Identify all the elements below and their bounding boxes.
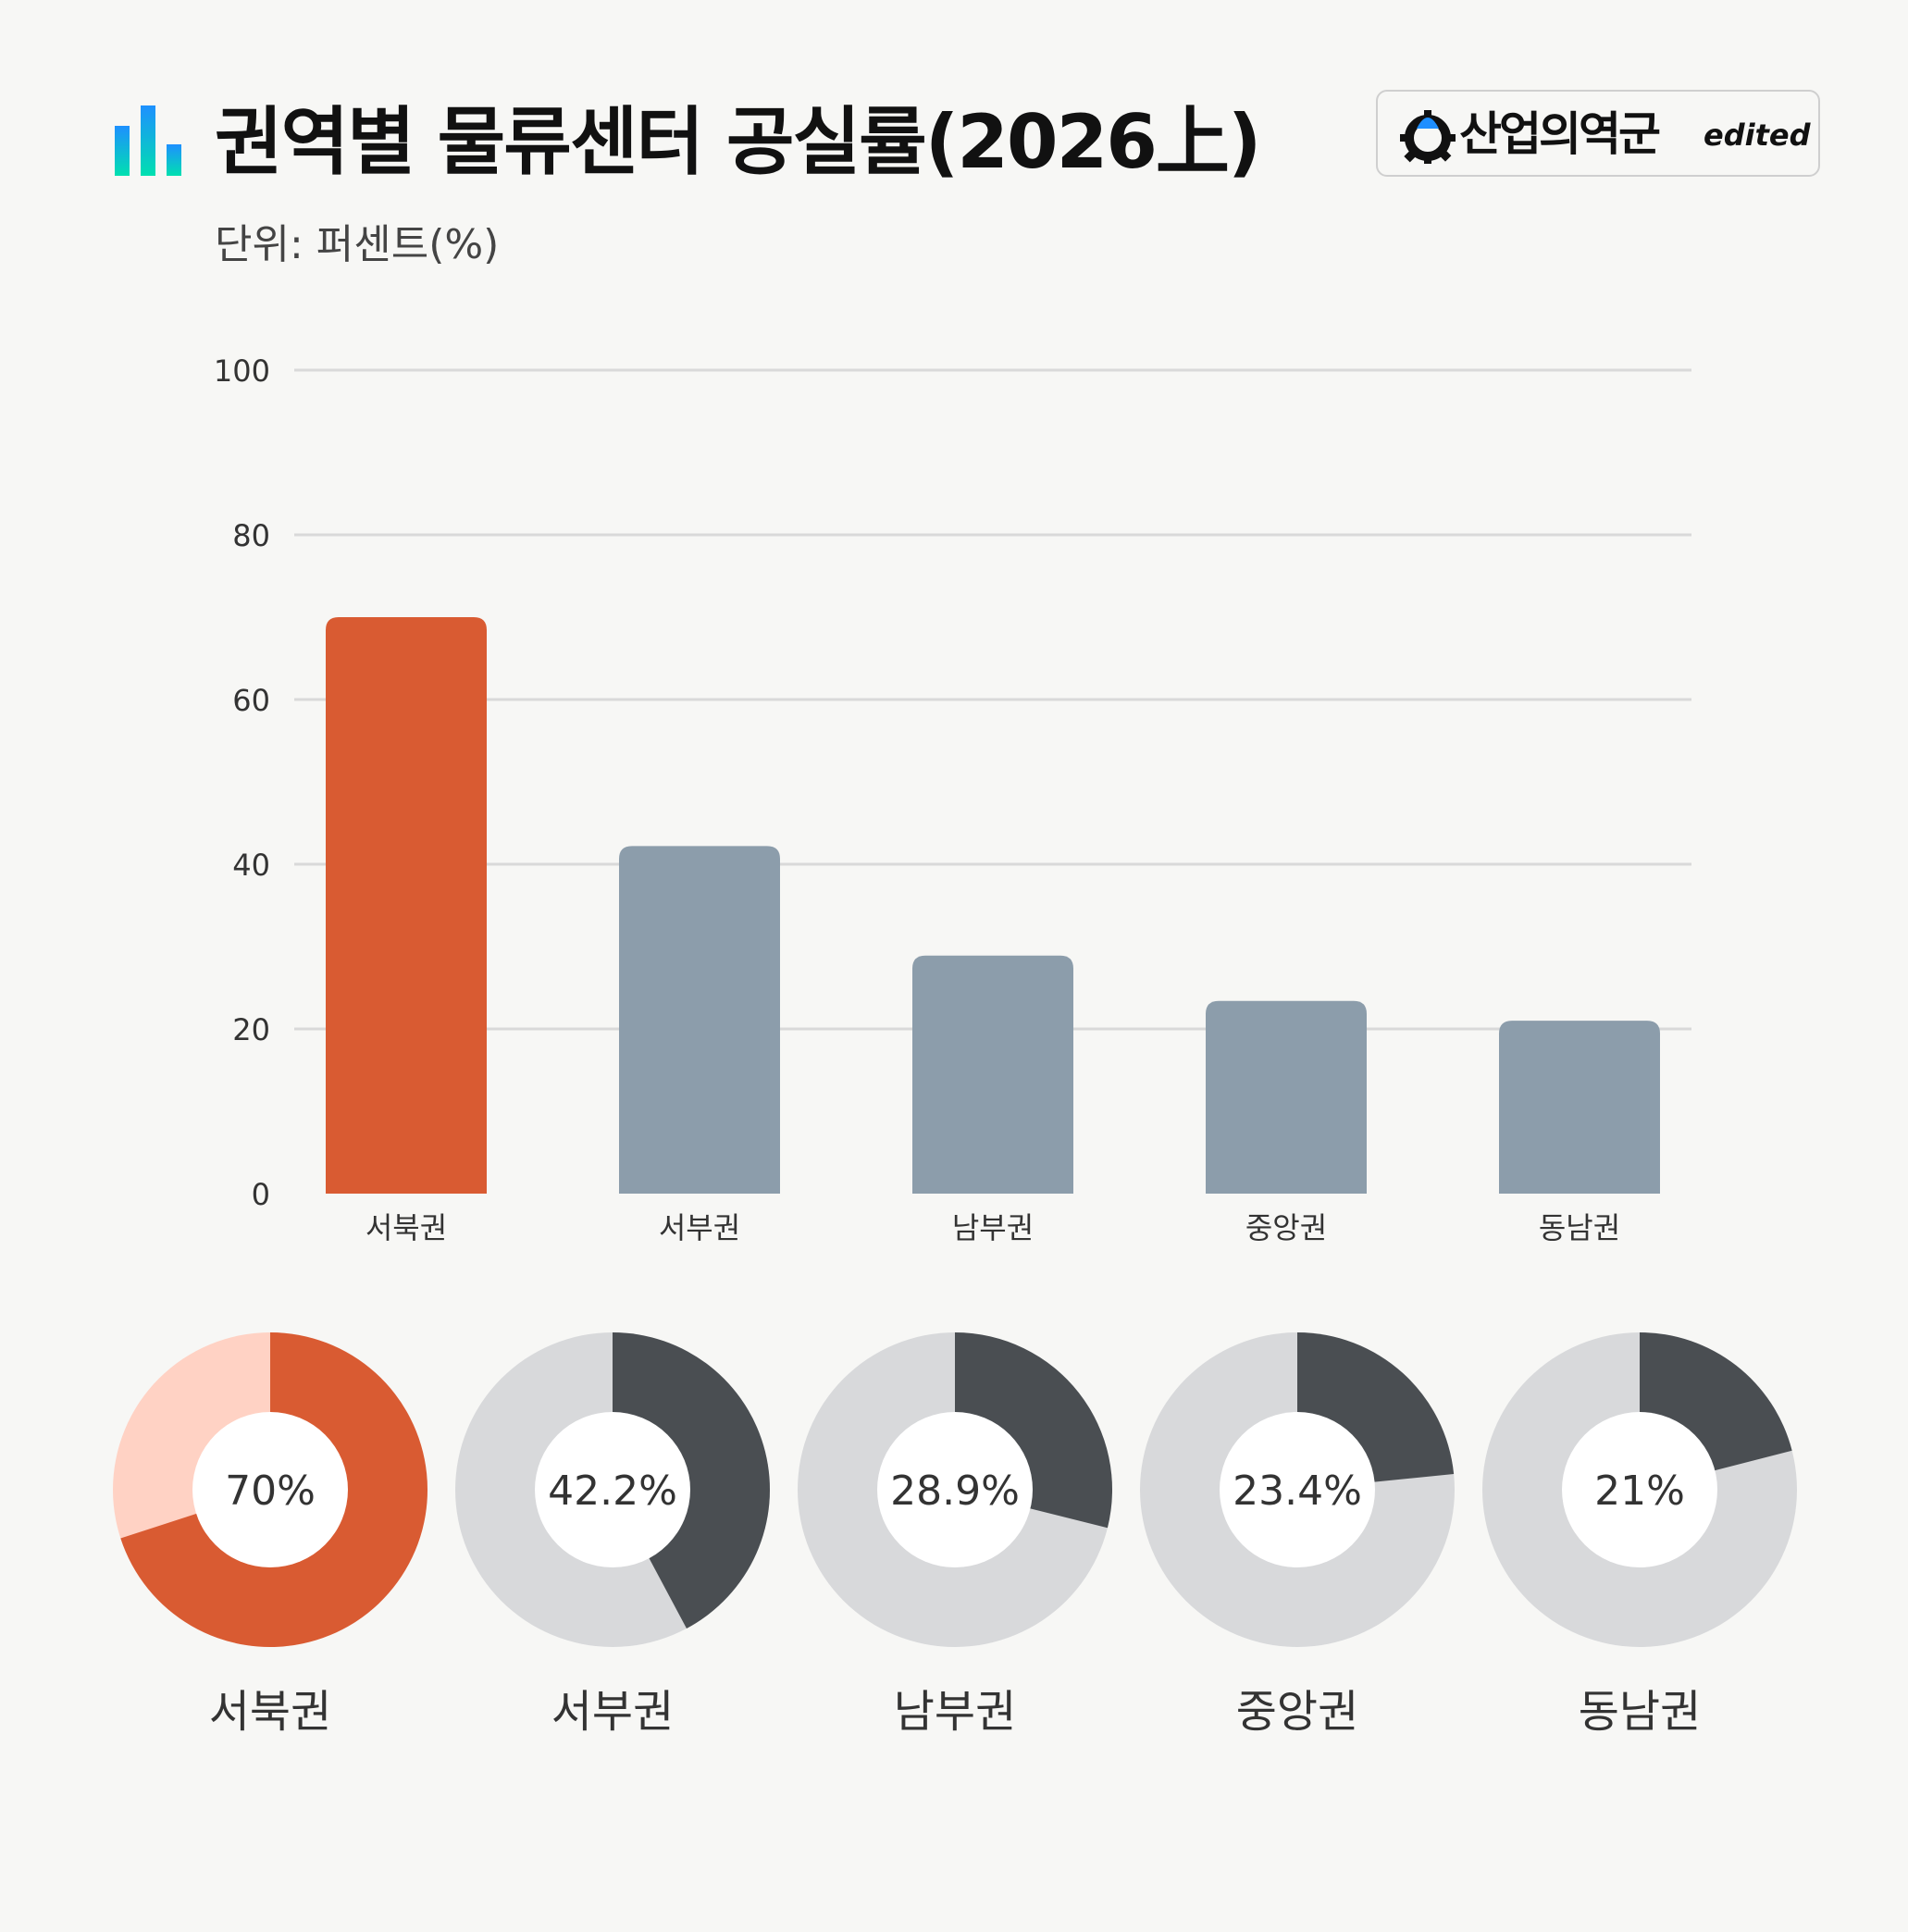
donut-chart-중앙권: 23.4% [1140,1332,1455,1647]
unit-label: 단위: 퍼센트(%) [215,221,500,268]
x-tick-label: 서북권 [365,1210,447,1245]
y-tick-label: 60 [232,683,270,718]
y-tick-label: 40 [232,848,270,883]
donut-category-label: 서부권 [551,1686,675,1738]
bar-남부권 [912,955,1073,1194]
donut-value-label: 21% [1594,1468,1685,1515]
bar-서북권 [326,617,487,1194]
donut-category-label: 중앙권 [1235,1686,1359,1738]
donut-chart-서부권: 42.2% [455,1332,770,1647]
x-tick-label: 서부권 [659,1210,740,1245]
donut-chart-남부권: 28.9% [798,1332,1112,1647]
gear-helmet-icon [1400,110,1456,164]
logo-edited-tag: edited [1704,118,1811,153]
donut-value-label: 70% [225,1468,316,1515]
brand-logo: 산업의역군 edited [1376,90,1820,177]
donut-chart-서북권: 70% [113,1332,428,1647]
bar-chart: 0 20 40 60 80 100 서북권 서부권 남부권 중앙권 동남권 [214,353,1691,1245]
x-tick-label: 남부권 [952,1210,1034,1245]
donut-value-label: 28.9% [890,1468,1020,1515]
bar-동남권 [1499,1021,1660,1194]
bar-서부권 [619,846,780,1194]
donut-hole [877,1412,1033,1567]
donut-chart-동남권: 21% [1482,1332,1797,1647]
bar-중앙권 [1206,1000,1367,1194]
donut-hole [192,1412,348,1567]
x-tick-label: 동남권 [1539,1210,1620,1245]
donut-category-label: 남부권 [893,1686,1017,1738]
donut-row: 70% 서북권 42.2% 서부권 28.9% 남부권 23.4% 중앙권 21% 동남권 [0,1323,1908,1749]
donut-category-label: 동남권 [1578,1686,1702,1738]
donut-hole [535,1412,690,1567]
donut-hole [1562,1412,1717,1567]
logo-text: 산업의역군 [1459,107,1661,161]
bar-chart-icon [115,105,181,176]
donut-hole [1220,1412,1375,1567]
donut-value-label: 42.2% [548,1468,677,1515]
donut-value-label: 23.4% [1233,1468,1362,1515]
y-tick-label: 80 [232,518,270,553]
donut-category-label: 서북권 [208,1686,332,1738]
y-tick-label: 100 [214,353,270,389]
x-tick-label: 중앙권 [1245,1210,1327,1245]
y-tick-label: 20 [232,1012,270,1047]
page-title: 권역별 물류센터 공실률(2026上) [215,99,1261,185]
y-tick-label: 0 [252,1177,270,1212]
header: 권역별 물류센터 공실률(2026上) 단위: 퍼센트(%) 산업의역군 edi… [0,0,1908,296]
